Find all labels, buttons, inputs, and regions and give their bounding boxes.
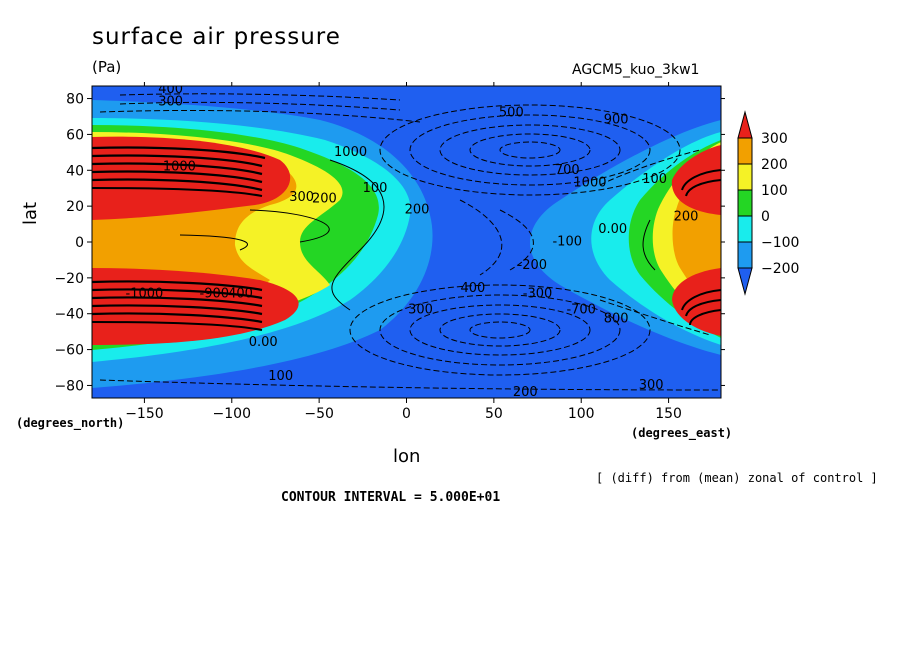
contour-label: -200 [518,258,548,273]
contour-label: 400 [460,281,485,296]
contour-lines [92,146,721,331]
y-tick-label: 20 [66,199,84,215]
contour-label: 300 [408,303,433,318]
contour-label: 800 [604,312,629,327]
field-region-west-red-north [92,136,291,220]
colorbar-label: −100 [761,235,799,251]
contour-label: 300 [289,190,314,205]
contour-lines-dashed [99,93,721,391]
contour-label: 0.00 [598,222,627,237]
contour-label: 100 [363,181,388,196]
x-tick-label: −150 [125,406,163,422]
contour-label: 200 [513,385,538,400]
x-tick-label: −50 [304,406,334,422]
x-tick-label: 50 [485,406,503,422]
chart-title: surface air pressure [92,24,341,50]
colorbar-label: −200 [761,261,799,277]
contour-label: 100 [268,369,293,384]
contour-label: 400 [158,82,183,97]
contour-label: 300 [158,95,183,110]
colorbar-swatch [737,241,753,269]
y-tick-label: −40 [54,307,84,323]
x-axis: −150 −100 −50 0 50 100 150 [125,82,682,422]
difference-note: [ (diff) from (mean) zonal of control ] [596,471,878,485]
contour-label: 200 [674,209,699,224]
contour-label: -100 [552,235,582,250]
x-tick-label: 150 [655,406,682,422]
contour-label: 100 [642,172,667,187]
field-region-east-red-south [672,268,721,336]
contour-label: 200 [405,202,430,217]
contour-label: 0.00 [249,335,278,350]
contour-label: 500 [499,105,524,120]
contour-label: -300 [523,287,553,302]
y-tick-label: 40 [66,163,84,179]
colorbar-label: 200 [761,157,788,173]
lon-units: (degrees_east) [631,426,733,440]
colorbar-label: 300 [761,131,788,147]
contour-label: -700 [566,303,596,318]
contour-label: 300 [639,378,664,393]
contour-label: 700 [555,163,580,178]
y-tick-label: 80 [66,92,84,108]
colorbar-label: 100 [761,183,788,199]
colorbar-swatch [737,110,753,139]
contour-label: -1000 [126,287,164,302]
colorbar-swatch [737,189,753,217]
x-tick-label: −100 [213,406,251,422]
x-tick-label: 100 [568,406,595,422]
contour-label: 1000 [573,175,606,190]
colorbar: 300 200 100 0 −100 −200 [737,110,799,296]
y-tick-label: 60 [66,127,84,143]
y-axis-label: lat [20,201,41,225]
colorbar-swatch [737,137,753,165]
colorbar-swatch [737,267,753,296]
y-tick-label: −60 [54,343,84,359]
colorbar-label: 0 [761,209,770,225]
lat-units: (degrees_north) [16,416,125,430]
contour-label: -900 [200,287,230,302]
colorbar-swatch [737,163,753,191]
chart-units: (Pa) [92,58,122,76]
contour-label: 200 [312,192,337,207]
field-region-east-red-north [671,145,721,215]
x-axis-label: lon [393,446,421,467]
contour-label: 400 [228,287,253,302]
x-tick-label: 0 [402,406,411,422]
y-tick-label: −20 [54,271,84,287]
contour-label: 900 [604,113,629,128]
colorbar-swatch [737,215,753,243]
y-tick-label: 0 [75,235,84,251]
contour-label: 1000 [163,159,196,174]
model-name: AGCM5_kuo_3kw1 [572,62,700,78]
y-tick-label: −80 [54,378,84,394]
contour-interval: CONTOUR INTERVAL = 5.000E+01 [281,490,501,505]
contour-label: 1000 [334,145,367,160]
